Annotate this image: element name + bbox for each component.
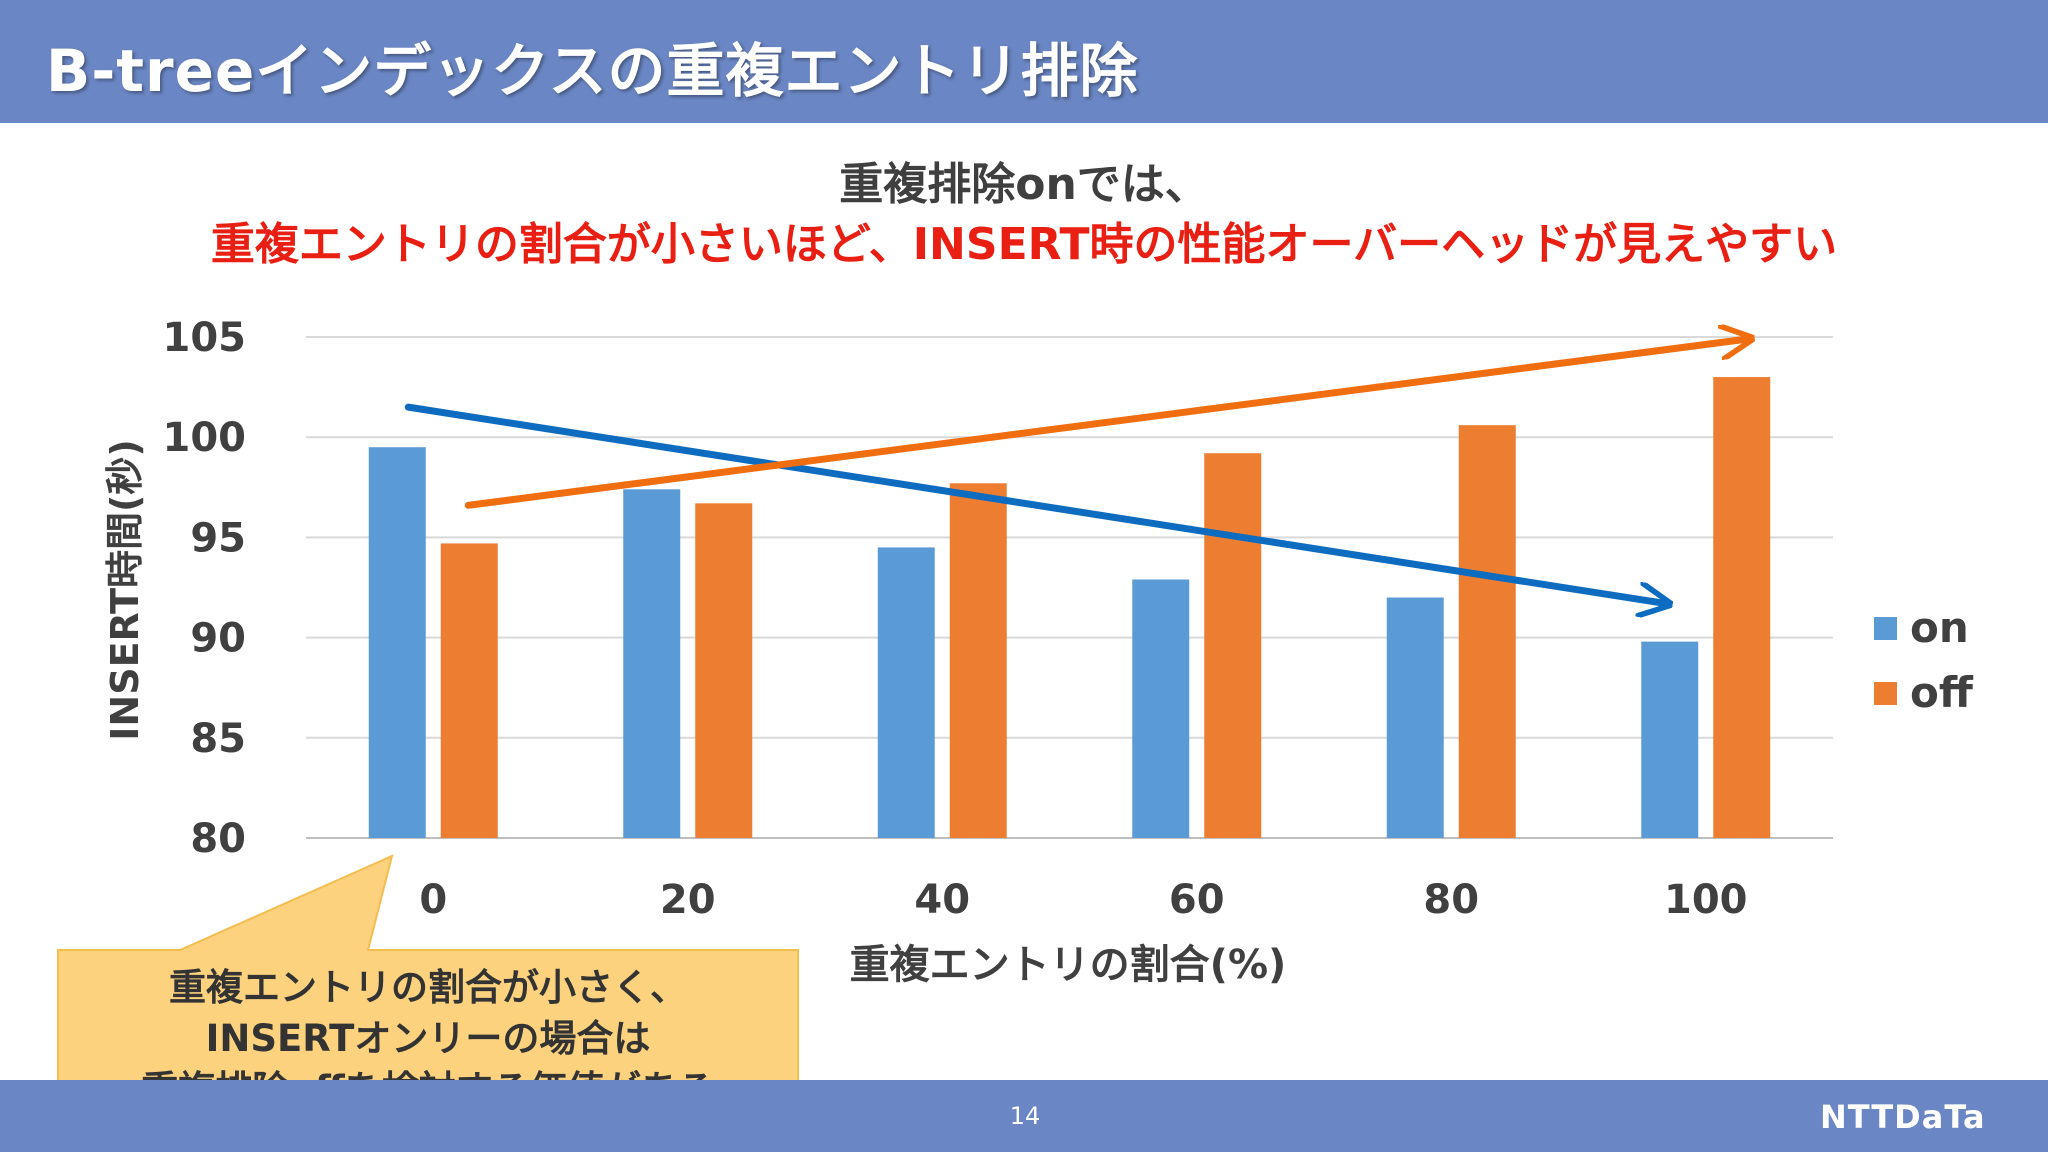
legend-label-off: off [1910, 668, 1974, 717]
x-axis-label: 重複エントリの割合(%) [850, 942, 1287, 988]
footer-bar [0, 1080, 2048, 1152]
bar-off-80 [1458, 425, 1516, 838]
legend-label-on: on [1910, 603, 1969, 652]
y-tick-label: 90 [190, 616, 246, 662]
bar-on-40 [877, 547, 935, 838]
y-tick-label: 85 [190, 716, 246, 762]
bar-on-0 [368, 447, 426, 838]
bar-off-60 [1204, 453, 1262, 838]
bar-off-40 [949, 483, 1007, 838]
bar-on-80 [1386, 597, 1444, 838]
x-tick-label: 20 [660, 877, 716, 923]
bar-off-0 [440, 543, 498, 838]
page-number: 14 [1009, 1102, 1041, 1130]
subtitle-line-1: 重複排除onでは、 [839, 159, 1209, 210]
trend-arrow-off [464, 339, 1748, 509]
callout-line-2: INSERTオンリーの場合は [205, 1017, 651, 1060]
bar-on-20 [623, 489, 681, 838]
y-tick-label: 95 [190, 515, 246, 561]
y-tick-label: 100 [163, 415, 247, 461]
x-tick-label: 80 [1423, 877, 1479, 923]
bar-off-100 [1713, 377, 1771, 838]
header-bar [0, 0, 2048, 123]
x-tick-label: 60 [1169, 877, 1225, 923]
x-tick-label: 100 [1664, 877, 1748, 923]
subtitle-line-2: 重複エントリの割合が小さいほど、INSERT時の性能オーバーヘッドが見えやすい [210, 219, 1838, 270]
callout-line-1: 重複エントリの割合が小さく、 [169, 966, 687, 1009]
bar-off-20 [695, 503, 753, 838]
legend-swatch-off [1874, 682, 1897, 705]
y-axis-label: INSERT時間(秒) [103, 439, 147, 740]
bar-on-60 [1132, 579, 1190, 838]
x-tick-label: 0 [419, 877, 447, 923]
trend-arrow-on [404, 403, 1666, 603]
slide-title: B-treeインデックスの重複エントリ排除 [46, 37, 1139, 105]
legend-swatch-on [1874, 617, 1897, 640]
y-tick-label: 105 [163, 315, 247, 361]
ntt-data-logo: NTTDaTa [1820, 1098, 1986, 1136]
x-tick-label: 40 [914, 877, 970, 923]
bar-on-100 [1641, 641, 1699, 838]
y-tick-label: 80 [190, 816, 246, 862]
